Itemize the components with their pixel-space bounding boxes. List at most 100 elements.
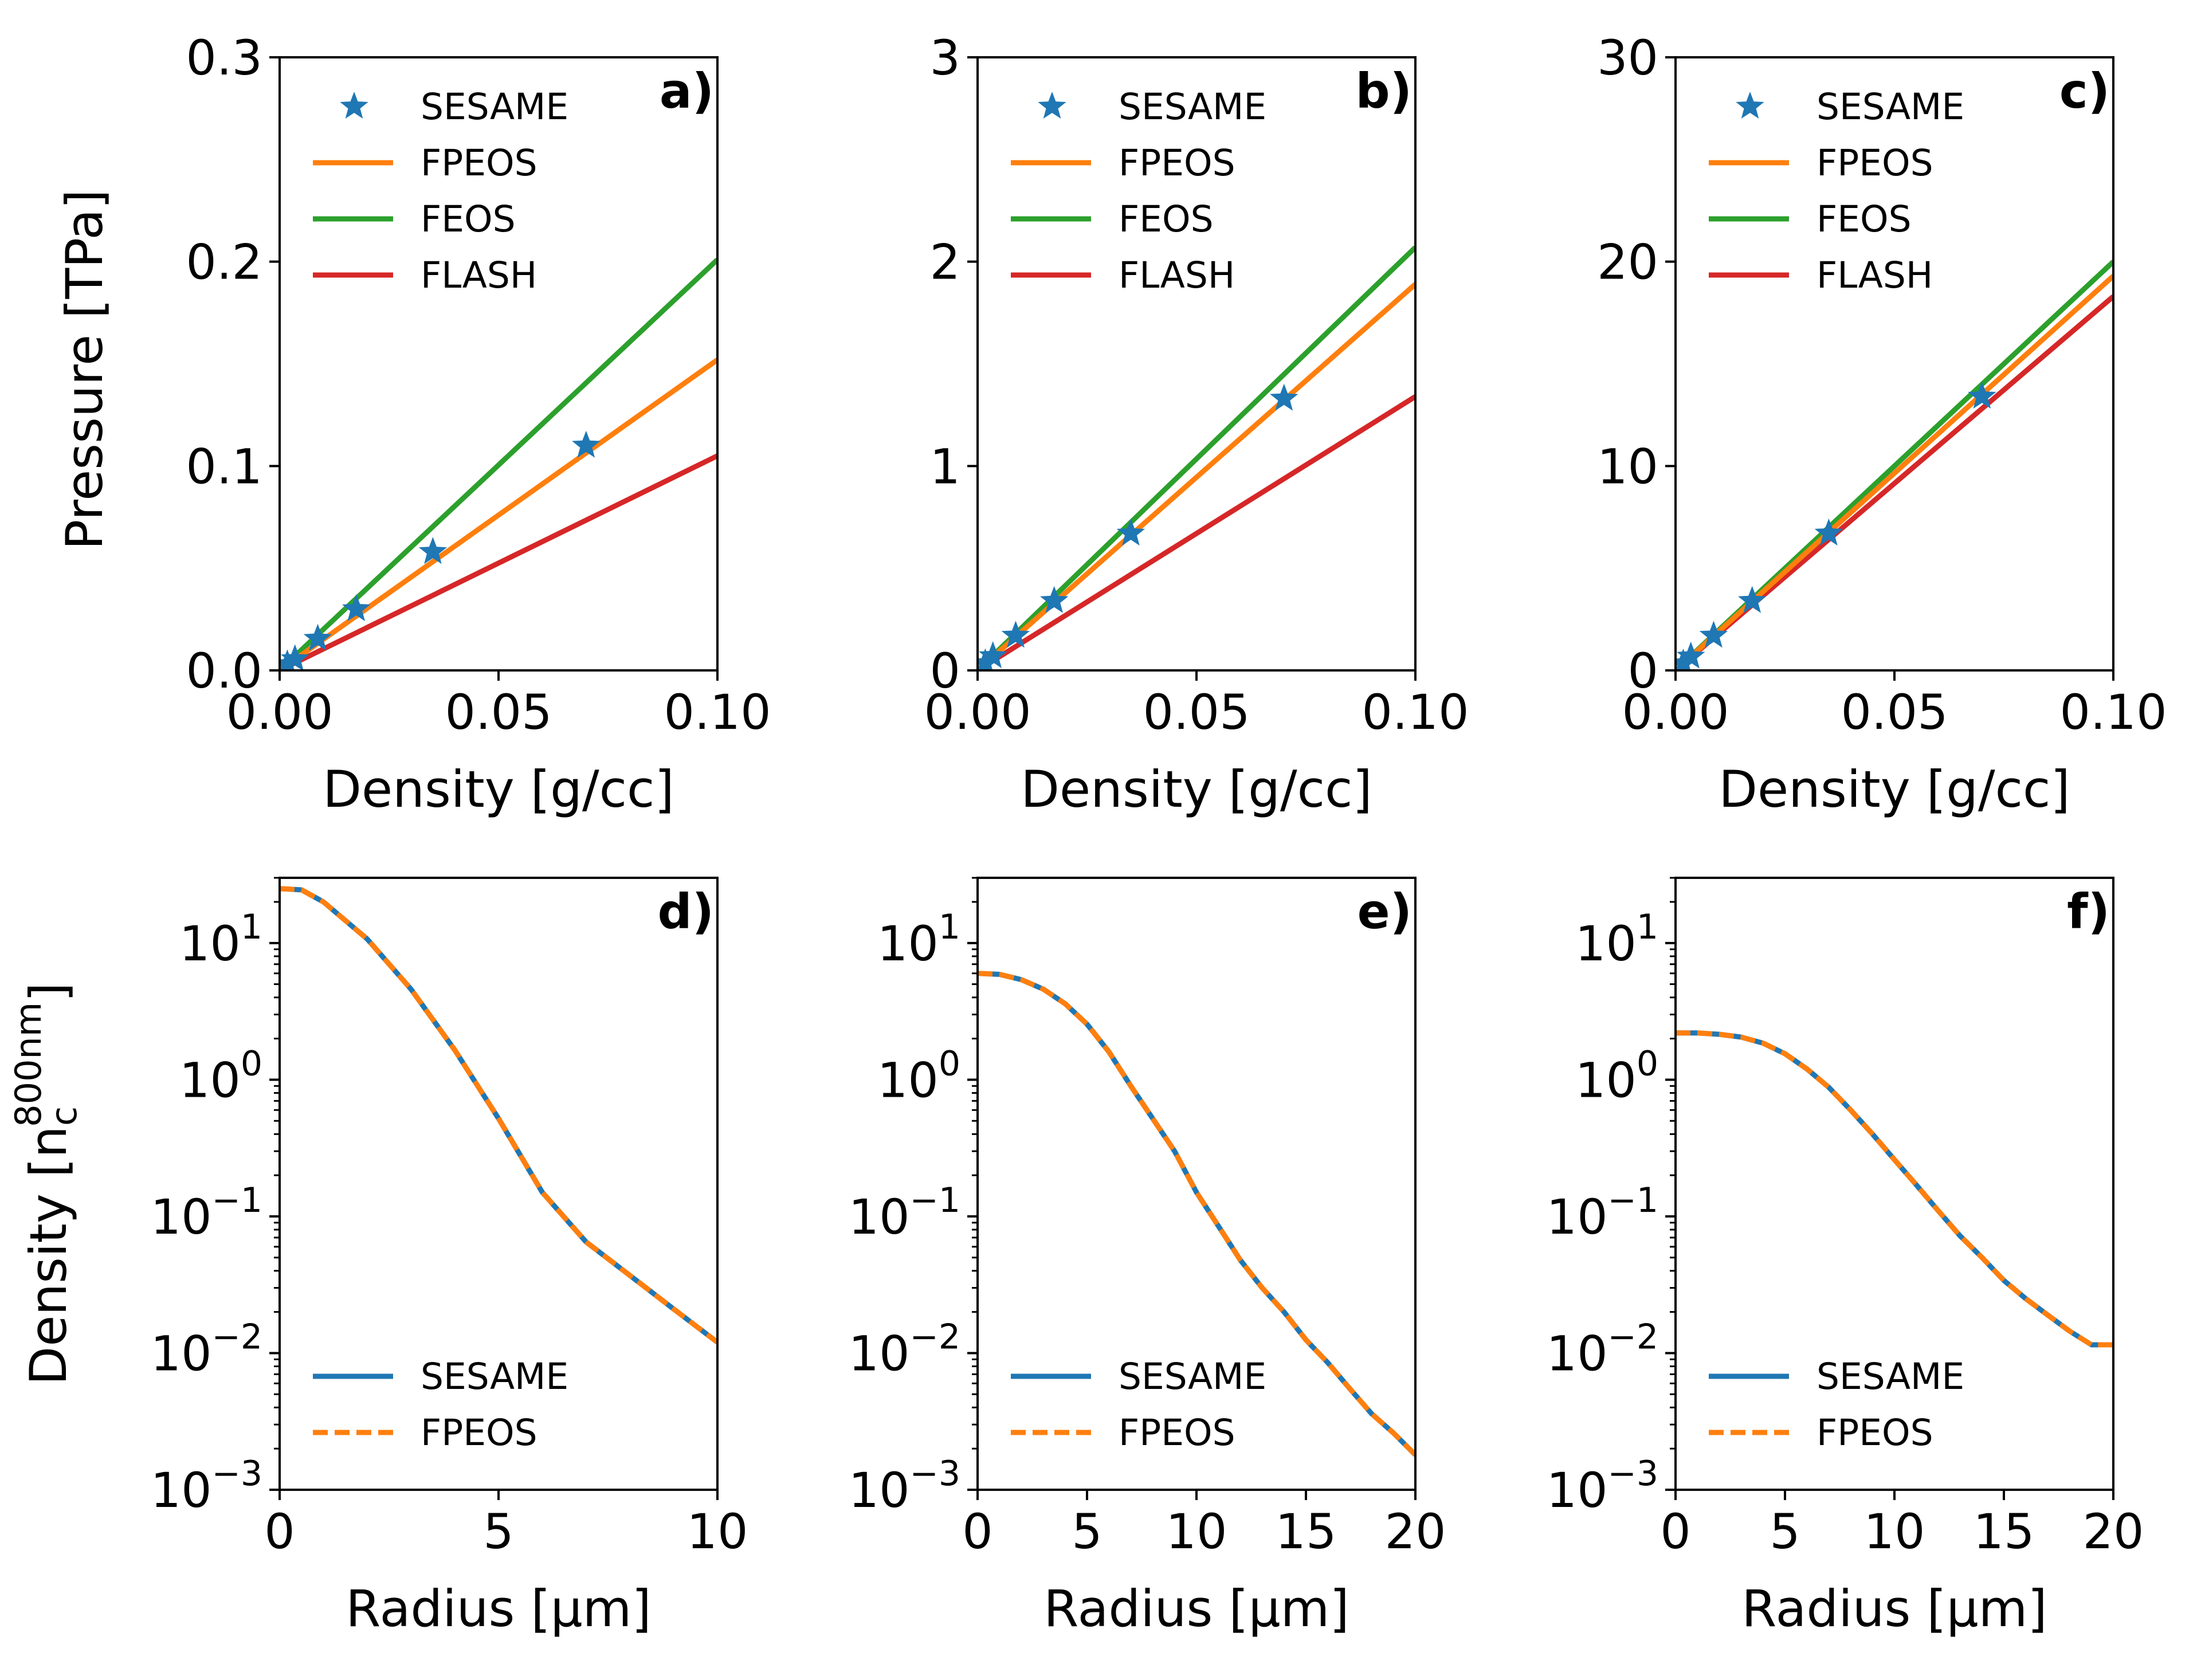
legend-label-fpeos: FPEOS [1816, 142, 1933, 184]
x-tick-label: 20 [2083, 1504, 2144, 1560]
x-tick-label: 5 [483, 1504, 513, 1560]
panel-e: 0 5 10 15 20 101 100 10−1 10−2 10−3 Radius [µm] e) S… [849, 877, 1446, 1638]
plot-area [1676, 1030, 2113, 1348]
plot-area [978, 245, 1415, 670]
fpeos-line [978, 971, 1415, 1457]
panel-label: f) [2067, 884, 2110, 940]
y-tick-label: 101 [1575, 907, 1658, 972]
legend-label-flash: FLASH [1119, 254, 1235, 296]
x-tick-label: 10 [687, 1504, 748, 1560]
legend-label-fpeos: FPEOS [1119, 1412, 1235, 1454]
legend-label-sesame: SESAME [1816, 1356, 1964, 1398]
panel-d: 0 5 10 101 100 10−1 10−2 10−3 Radius [µm] Density… [7, 877, 748, 1638]
x-tick-label: 0.05 [1841, 684, 1948, 740]
y-tick-label: 2 [930, 234, 960, 291]
axes-frame [976, 877, 1417, 1491]
legend-label-fpeos: FPEOS [421, 142, 538, 184]
y-tick-label: 101 [877, 907, 960, 972]
flash-line [280, 453, 717, 670]
legend: SESAME FPEOS [1011, 1356, 1266, 1454]
y-tick-label: 0.3 [186, 30, 262, 86]
y-axis-label: Pressure [TPa] [55, 189, 114, 549]
plot-area [978, 971, 1415, 1457]
legend-label-fpeos: FPEOS [421, 1412, 538, 1454]
panel-label: a) [660, 63, 714, 119]
x-tick-label: 0.10 [1362, 684, 1469, 740]
fpeos-line [1676, 1030, 2113, 1348]
fpeos-line [280, 358, 717, 670]
legend-label-feos: FEOS [1119, 198, 1214, 240]
x-tick-label: 0 [1660, 1504, 1690, 1560]
sesame-point [1699, 621, 1728, 648]
y-tick-label: 0.0 [186, 643, 262, 699]
sesame-point [1270, 383, 1298, 411]
fpeos-line [978, 282, 1415, 670]
sesame-point [1968, 382, 1996, 409]
panel-b: 0.00 0.05 0.10 0 1 2 3 Density [g/cc] b) SESAME FP… [924, 30, 1469, 819]
panel-f: 0 5 10 15 20 101 100 10−1 10−2 10−3 Radius [µm] f) S… [1547, 877, 2144, 1638]
x-tick-label: 0 [264, 1504, 295, 1560]
fpeos-line [1676, 274, 2113, 670]
x-axis-label: Density [g/cc] [1719, 760, 2070, 819]
legend: SESAME FPEOS FEOS FLASH [1709, 86, 1964, 296]
sesame-line [1676, 1030, 2113, 1348]
x-tick-label: 15 [1276, 1504, 1337, 1560]
sesame-point [303, 623, 332, 651]
y-tick-label: 10−1 [151, 1180, 262, 1245]
y-tick-label: 100 [179, 1043, 262, 1108]
y-tick-label: 1 [930, 438, 960, 494]
panel-a: 0.00 0.05 0.10 0.0 0.1 0.2 0.3 Density [g/cc] Pr… [55, 30, 771, 819]
y-tick-label: 10−2 [1547, 1317, 1658, 1381]
x-tick-label: 0.10 [664, 684, 771, 740]
legend-label-fpeos: FPEOS [1119, 142, 1235, 184]
sesame-point [1001, 621, 1030, 648]
panel-label: c) [2059, 63, 2110, 119]
panel-c: 0.00 0.05 0.10 0 10 20 30 Density [g/cc] c) SESAM… [1597, 30, 2167, 819]
y-tick-label: 10−3 [849, 1454, 960, 1518]
sesame-point [979, 641, 1007, 669]
y-tick-label: 30 [1597, 30, 1658, 86]
y-tick-label: 0.1 [186, 438, 262, 494]
legend: SESAME FPEOS [1709, 1356, 1964, 1454]
x-tick-label: 0.00 [1622, 684, 1729, 740]
legend-label-feos: FEOS [1816, 198, 1912, 240]
legend-label-flash: FLASH [1816, 254, 1933, 296]
x-tick-label: 10 [1864, 1504, 1925, 1560]
y-tick-label: 10−3 [151, 1454, 262, 1518]
x-tick-label: 5 [1770, 1504, 1800, 1560]
sesame-point [1738, 586, 1767, 613]
y-tick-label: 100 [1575, 1043, 1658, 1108]
y-tick-label: 101 [179, 907, 262, 972]
x-tick-label: 0 [962, 1504, 992, 1560]
sesame-point [1116, 519, 1145, 546]
sesame-legend-marker [1038, 92, 1066, 119]
legend-label-feos: FEOS [421, 198, 516, 240]
y-tick-label: 10−2 [849, 1317, 960, 1381]
panel-label: e) [1358, 884, 1412, 940]
y-tick-label: 10−1 [849, 1180, 960, 1245]
sesame-point [281, 644, 309, 670]
legend-label-sesame: SESAME [421, 1356, 568, 1398]
x-axis-label: Density [g/cc] [1021, 760, 1372, 819]
x-axis-label: Radius [µm] [1043, 1579, 1349, 1638]
feos-line [978, 245, 1415, 670]
y-tick-label: 0 [1628, 643, 1658, 699]
panel-label: b) [1355, 63, 1412, 119]
sesame-legend-marker [1736, 92, 1764, 119]
x-tick-label: 0.00 [924, 684, 1031, 740]
x-tick-label: 10 [1166, 1504, 1227, 1560]
sesame-legend-marker [340, 92, 368, 119]
fpeos-line [280, 886, 717, 1345]
sesame-point [1677, 641, 1705, 669]
panel-label: d) [657, 884, 714, 940]
legend-label-sesame: SESAME [1816, 86, 1964, 128]
legend-label-fpeos: FPEOS [1816, 1412, 1933, 1454]
sesame-point [1814, 519, 1843, 546]
legend-label-sesame: SESAME [1119, 1356, 1266, 1398]
feos-line [280, 257, 717, 670]
y-tick-label: 0.2 [186, 234, 262, 291]
legend: SESAME FPEOS [313, 1356, 568, 1454]
x-tick-label: 20 [1385, 1504, 1446, 1560]
y-tick-label: 10−1 [1547, 1180, 1658, 1245]
